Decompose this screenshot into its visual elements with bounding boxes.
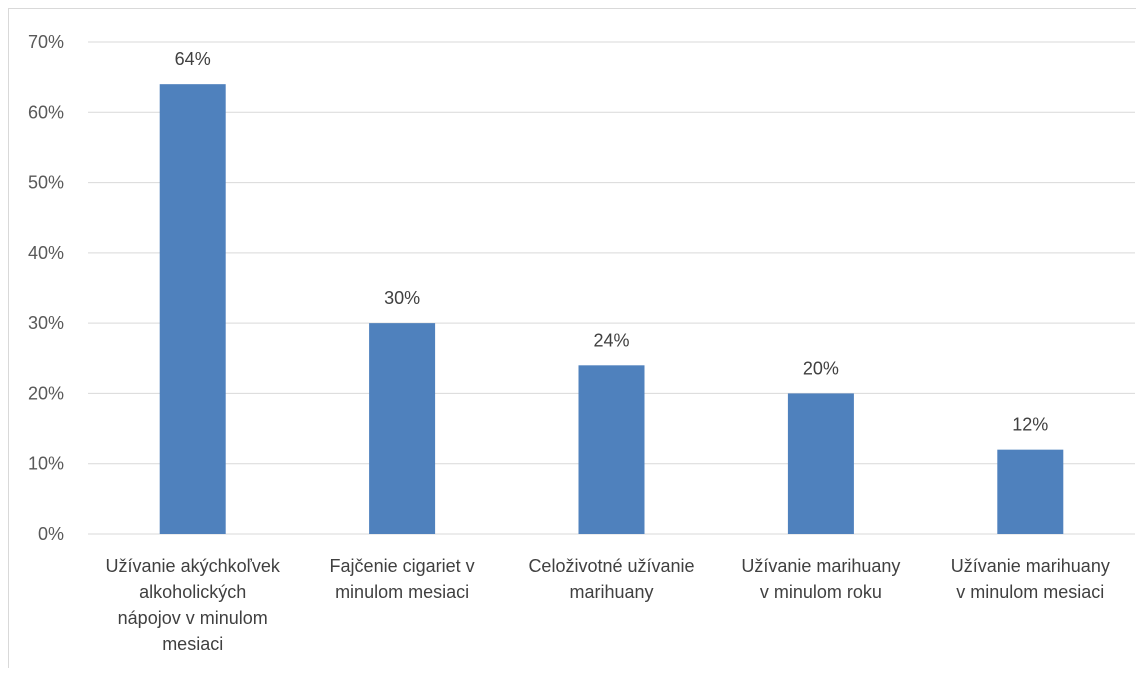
bar [369, 323, 436, 534]
x-category-label-line: nápojov v minulom [118, 608, 268, 628]
data-label: 24% [593, 330, 629, 350]
bar [578, 365, 645, 534]
x-category-label: Celoživotné užívanie marihuany [528, 556, 694, 602]
x-category-label-line: Užívanie akýchkoľvek [106, 556, 281, 576]
bar [997, 449, 1064, 534]
x-category-label-line: Fajčenie cigariet v [330, 556, 475, 576]
x-category-label: Fajčenie cigariet v minulom mesiaci [330, 556, 475, 602]
data-label: 12% [1012, 415, 1048, 435]
y-tick-label: 30% [28, 313, 64, 333]
y-tick-label: 10% [28, 454, 64, 474]
data-label: 64% [175, 49, 211, 69]
x-category-label-line: marihuany [569, 582, 653, 602]
x-category-label-line: Užívanie marihuany [741, 556, 900, 576]
x-category-label-line: mesiaci [162, 634, 223, 654]
data-label: 30% [384, 288, 420, 308]
x-category-label-line: v minulom roku [760, 582, 882, 602]
y-tick-label: 60% [28, 102, 64, 122]
y-axis-tick-labels: 0% 10% 20% 30% 40% 50% 60% 70% [28, 32, 64, 544]
x-category-label: Užívanie akýchkoľvek alkoholických nápojov… [106, 556, 281, 654]
x-category-label-line: Užívanie marihuany [951, 556, 1110, 576]
y-tick-label: 40% [28, 243, 64, 263]
x-category-label-line: v minulom mesiaci [956, 582, 1104, 602]
chart-frame [8, 8, 1136, 668]
data-labels: 64% 30% 24% 20% 12% [175, 49, 1049, 434]
bar [787, 393, 854, 534]
x-category-label-line: Celoživotné užívanie [528, 556, 694, 576]
x-axis-category-labels: Užívanie akýchkoľvek alkoholických nápojov… [106, 556, 1110, 654]
y-tick-label: 0% [38, 524, 64, 544]
x-category-label-line: alkoholických [139, 582, 246, 602]
x-category-label-line: minulom mesiaci [335, 582, 469, 602]
y-tick-label: 20% [28, 383, 64, 403]
bars [159, 84, 1064, 535]
y-tick-label: 50% [28, 173, 64, 193]
bar [159, 84, 226, 535]
x-category-label: Užívanie marihuany v minulom roku [741, 556, 900, 602]
x-category-label: Užívanie marihuany v minulom mesiaci [951, 556, 1110, 602]
y-tick-label: 70% [28, 32, 64, 52]
data-label: 20% [803, 358, 839, 378]
